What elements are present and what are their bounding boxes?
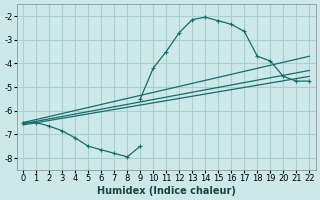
X-axis label: Humidex (Indice chaleur): Humidex (Indice chaleur) (97, 186, 236, 196)
